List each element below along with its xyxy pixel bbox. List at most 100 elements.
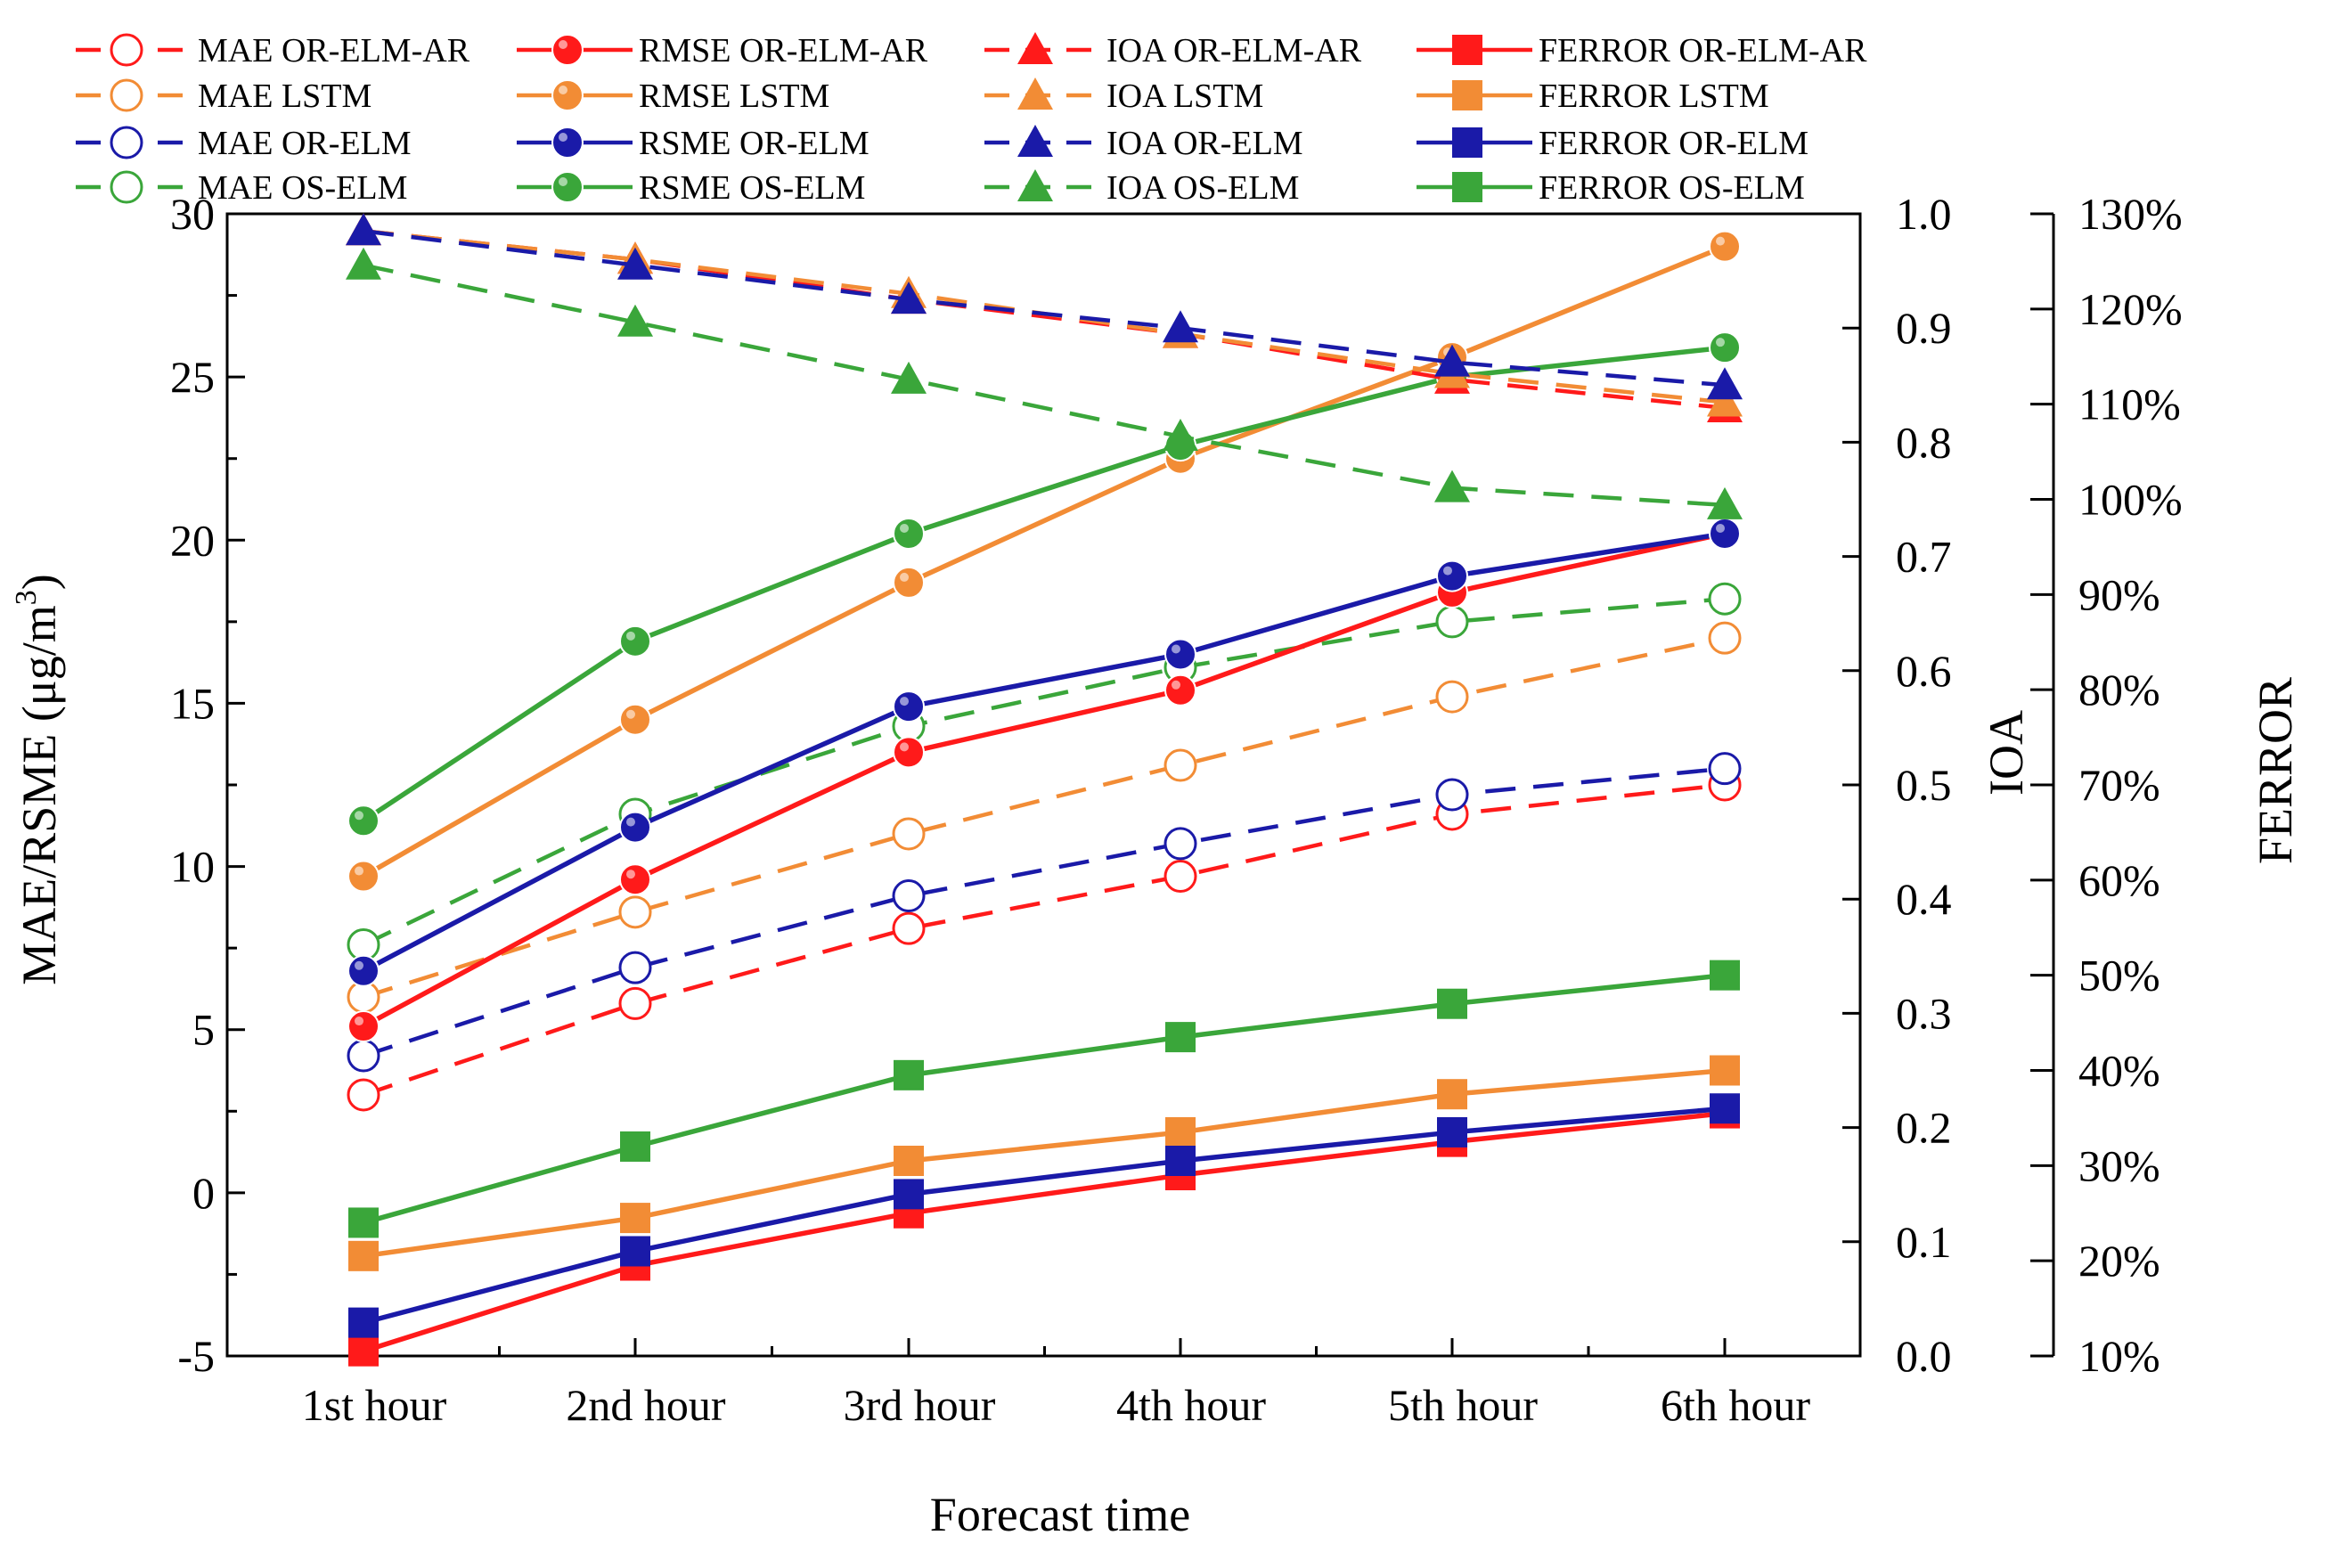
data-point-mae-os-elm bbox=[1708, 582, 1742, 616]
legend-marker bbox=[1452, 80, 1482, 110]
legend-marker bbox=[551, 171, 584, 203]
legend-item-ferror-or-elm-ar: FERROR OR-ELM-AR bbox=[1417, 32, 1867, 69]
plot-frame bbox=[225, 212, 1862, 1358]
ferror-axis-tick-label: 110% bbox=[2078, 380, 2181, 429]
series-line-ioa-os-elm bbox=[363, 263, 1726, 508]
series-rmse-or-elm-ar bbox=[347, 517, 1741, 1043]
legend-label: FERROR LSTM bbox=[1539, 78, 1769, 115]
left-axis-tick-label: 20 bbox=[170, 515, 215, 565]
series-line-mae-or-elm-ar bbox=[363, 782, 1726, 1098]
data-point-rmse-lstm bbox=[347, 860, 380, 893]
legend-item-mae-lstm: MAE LSTM bbox=[76, 78, 372, 115]
series-line-ioa-or-elm-ar bbox=[363, 228, 1726, 411]
series-mae-or-elm-ar bbox=[347, 768, 1742, 1112]
ferror-axis-tick-label: 120% bbox=[2078, 284, 2183, 334]
legend-item-rmse-or-elm-ar: RMSE OR-ELM-AR bbox=[517, 32, 928, 69]
ferror-axis-tick-label: 90% bbox=[2078, 569, 2160, 619]
series-mae-lstm bbox=[347, 621, 1742, 1014]
legend-marker bbox=[1017, 78, 1053, 110]
data-point-rsme-os-elm-shine bbox=[355, 811, 363, 821]
legend-item-rsme-or-elm: RSME OR-ELM bbox=[517, 125, 870, 162]
data-point-ferror-lstm bbox=[348, 1240, 379, 1271]
data-point-mae-os-elm bbox=[1435, 605, 1469, 639]
x-axis-tick-label: 4th hour bbox=[1116, 1380, 1266, 1430]
data-point-rmse-lstm-shine bbox=[355, 866, 363, 876]
legend-marker bbox=[110, 33, 143, 67]
data-point-rmse-or-elm-ar-shine bbox=[626, 870, 635, 879]
data-point-rsme-or-elm bbox=[1436, 559, 1468, 592]
data-point-ioa-or-elm bbox=[1434, 344, 1470, 377]
data-point-rmse-or-elm-ar bbox=[347, 1010, 380, 1043]
data-point-rmse-or-elm-ar-shine bbox=[1172, 680, 1180, 690]
ioa-axis-tick-label: 0.4 bbox=[1896, 874, 1952, 924]
legend-marker bbox=[551, 79, 584, 111]
series-layer bbox=[346, 213, 1743, 1367]
data-point-rsme-or-elm bbox=[1164, 638, 1196, 671]
series-line-rmse-lstm bbox=[362, 244, 1727, 878]
legend-label: IOA OR-ELM bbox=[1106, 125, 1303, 162]
series-line-ferror-or-elm-ar bbox=[363, 1110, 1726, 1354]
data-point-rsme-or-elm-shine bbox=[355, 960, 363, 970]
legend-marker bbox=[1452, 127, 1482, 158]
data-point-mae-or-elm-ar bbox=[618, 986, 652, 1020]
data-point-rsme-or-elm bbox=[1709, 517, 1741, 550]
legend-label: IOA LSTM bbox=[1106, 78, 1263, 115]
series-line-rsme-os-elm bbox=[362, 345, 1726, 823]
ferror-axis-tick-label: 100% bbox=[2078, 475, 2183, 525]
data-point-mae-lstm bbox=[1164, 748, 1197, 782]
legend-marker-shine bbox=[559, 86, 567, 94]
data-point-ioa-or-elm bbox=[346, 213, 381, 246]
ioa-axis-tick-label: 0.5 bbox=[1896, 760, 1952, 810]
legend-item-ioa-os-elm: IOA OS-ELM bbox=[984, 169, 1299, 207]
data-point-rsme-os-elm-shine bbox=[900, 523, 909, 533]
legend-label: MAE LSTM bbox=[198, 78, 372, 115]
series-ferror-or-elm bbox=[348, 1093, 1740, 1338]
series-ferror-os-elm bbox=[348, 960, 1740, 1238]
legend-marker bbox=[1017, 32, 1053, 64]
data-point-ioa-lstm bbox=[1707, 384, 1743, 417]
data-point-rsme-or-elm-shine bbox=[900, 697, 909, 706]
data-point-ferror-os-elm bbox=[620, 1131, 650, 1162]
data-point-ioa-or-elm bbox=[1163, 310, 1198, 343]
legend-item-ioa-or-elm-ar: IOA OR-ELM-AR bbox=[984, 32, 1362, 69]
data-point-ioa-os-elm bbox=[617, 304, 653, 337]
ioa-axis-tick-label: 0.6 bbox=[1896, 646, 1952, 696]
ioa-axis-tick-label: 0.1 bbox=[1896, 1217, 1952, 1267]
axes: -5 0 5 10 15 20 25 30 1st hour 2nd hour 3rd hour 4t… bbox=[170, 189, 2183, 1430]
data-point-mae-or-elm bbox=[1164, 827, 1197, 861]
series-rsme-or-elm bbox=[347, 517, 1741, 987]
data-point-rmse-or-elm-ar bbox=[1164, 674, 1196, 706]
legend-marker-shine bbox=[559, 133, 567, 142]
data-point-ferror-os-elm bbox=[348, 1207, 379, 1238]
data-point-ioa-or-elm bbox=[1707, 367, 1743, 400]
legend-label: RMSE OR-ELM-AR bbox=[639, 32, 928, 69]
data-point-ferror-or-elm bbox=[1437, 1116, 1467, 1147]
x-axis-title: Forecast time bbox=[930, 1488, 1190, 1541]
data-point-rmse-or-elm-ar-shine bbox=[900, 742, 909, 752]
series-line-mae-os-elm bbox=[363, 596, 1726, 947]
y-axis-title-ioa: IOA bbox=[1980, 710, 2033, 796]
data-point-mae-lstm bbox=[1708, 621, 1742, 655]
x-axis-tick-label: 6th hour bbox=[1661, 1380, 1810, 1430]
legend-label: MAE OR-ELM-AR bbox=[198, 32, 470, 69]
data-point-ioa-os-elm bbox=[1434, 470, 1470, 502]
legend-marker bbox=[1452, 172, 1482, 202]
series-line-mae-or-elm bbox=[363, 766, 1726, 1058]
x-axis-tick-label: 2nd hour bbox=[566, 1380, 726, 1430]
ioa-axis-tick-label: 0.2 bbox=[1896, 1103, 1952, 1153]
data-point-rsme-or-elm-shine bbox=[1716, 523, 1725, 533]
left-axis-tick-label: 25 bbox=[170, 352, 215, 402]
data-point-rsme-os-elm bbox=[893, 517, 925, 550]
data-point-mae-or-elm bbox=[618, 951, 652, 984]
data-point-rmse-lstm-shine bbox=[626, 709, 635, 719]
ferror-axis-tick-label: 60% bbox=[2078, 855, 2160, 905]
legend-item-mae-or-elm: MAE OR-ELM bbox=[76, 125, 412, 162]
data-point-rmse-or-elm-ar bbox=[619, 863, 651, 896]
legend-label: FERROR OR-ELM-AR bbox=[1539, 32, 1867, 69]
legend-label: RSME OS-ELM bbox=[639, 169, 865, 207]
ioa-axis-tick-label: 1.0 bbox=[1896, 189, 1952, 239]
data-point-ferror-os-elm bbox=[1710, 960, 1740, 991]
legend-marker bbox=[551, 127, 584, 159]
legend-marker bbox=[110, 78, 143, 112]
data-point-mae-or-elm-ar bbox=[1164, 860, 1197, 894]
